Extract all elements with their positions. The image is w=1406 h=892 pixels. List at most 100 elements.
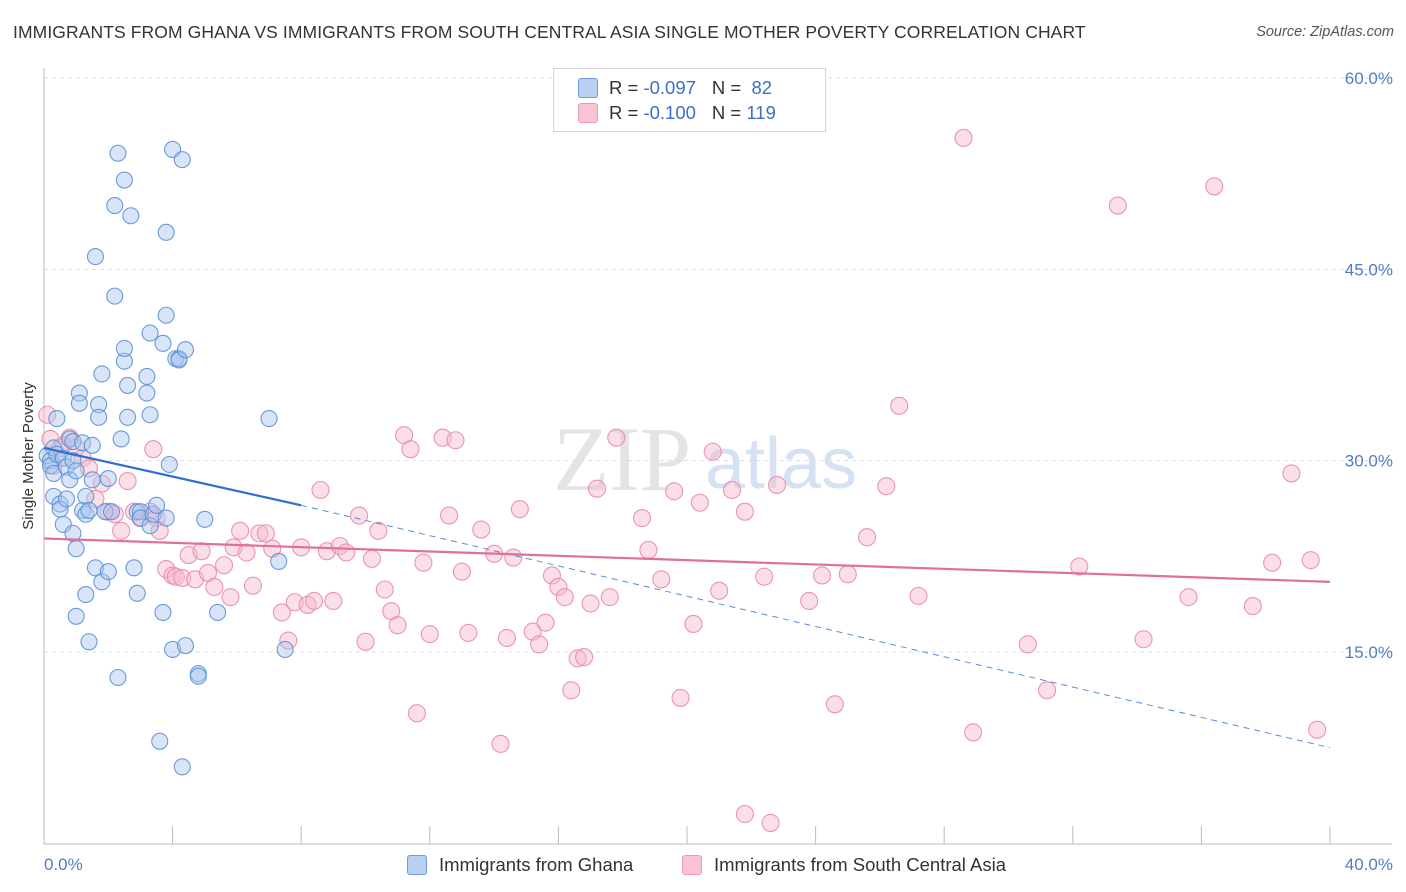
data-point-ghana (83, 436, 101, 454)
data-point-ghana (138, 384, 156, 402)
data-point-sca (632, 509, 652, 528)
legend-r-value: -0.097 (643, 77, 696, 98)
chart-title: IMMIGRANTS FROM GHANA VS IMMIGRANTS FROM… (13, 22, 1086, 42)
data-point-ghana (80, 501, 98, 519)
data-point-sca (305, 591, 324, 611)
data-point-sca (407, 704, 426, 723)
data-point-ghana (90, 395, 108, 414)
data-point-sca (157, 560, 176, 579)
data-point-ghana (128, 584, 146, 602)
data-point-sca (279, 631, 298, 650)
data-point-sca (964, 723, 983, 742)
data-point-sca (375, 580, 394, 599)
bottom-legend-label-ghana: Immigrants from Ghana (439, 854, 634, 875)
data-point-ghana (157, 306, 175, 324)
data-point-sca (735, 502, 754, 521)
series-south-central-asia (38, 128, 1327, 832)
data-point-ghana (157, 223, 175, 241)
data-point-ghana (131, 503, 149, 521)
data-point-sca (542, 566, 562, 585)
data-point-ghana (173, 758, 191, 776)
data-point-sca (166, 567, 185, 586)
data-point-sca (144, 440, 163, 459)
data-point-sca (350, 506, 369, 525)
data-point-ghana (99, 563, 117, 581)
data-point-sca (1179, 588, 1198, 607)
bottom-legend-swatch-sca (682, 855, 702, 875)
data-point-sca (607, 428, 626, 447)
data-point-sca (909, 586, 928, 605)
data-point-ghana (93, 365, 111, 383)
data-point-sca (890, 396, 909, 415)
data-point-sca (735, 804, 754, 824)
legend-row-sca: R = -0.100 N = 119 (578, 101, 776, 125)
data-point-ghana (115, 352, 133, 370)
data-point-sca (173, 568, 192, 588)
data-point-sca (1108, 196, 1127, 215)
data-point-sca (79, 459, 99, 478)
data-point-sca (324, 591, 343, 611)
data-point-ghana (109, 668, 127, 687)
data-point-ghana (141, 406, 159, 424)
data-point-ghana (57, 458, 76, 476)
data-point-sca (446, 431, 465, 450)
data-point-sca (755, 567, 774, 586)
data-point-ghana (86, 248, 104, 266)
data-point-ghana (189, 667, 207, 685)
data-point-ghana (164, 640, 182, 658)
data-point-sca (568, 649, 587, 668)
data-point-sca (562, 681, 581, 700)
data-point-ghana (93, 573, 111, 591)
legend-r-value: -0.100 (643, 102, 696, 123)
legend-r-label: R = (609, 102, 639, 123)
data-point-sca (825, 695, 844, 714)
data-point-ghana (176, 341, 195, 359)
data-point-sca (1243, 597, 1262, 616)
data-point-sca (703, 442, 722, 461)
bottom-legend-label-sca: Immigrants from South Central Asia (714, 854, 1006, 875)
data-point-sca (690, 493, 709, 512)
data-point-ghana (64, 452, 82, 470)
data-point-sca (710, 581, 729, 600)
watermark: ZIP atlas (553, 408, 857, 510)
data-point-sca (1263, 553, 1282, 572)
data-point-sca (767, 475, 787, 494)
data-point-ghana (115, 339, 133, 357)
data-point-ghana (41, 452, 59, 470)
data-point-sca (330, 537, 349, 556)
data-point-sca (1070, 557, 1089, 576)
data-point-sca (243, 576, 263, 595)
data-point-sca (1205, 177, 1224, 196)
data-point-ghana (115, 171, 133, 189)
data-point-ghana (154, 334, 172, 352)
trend-lines (43, 446, 1331, 749)
data-point-ghana (83, 471, 101, 489)
data-point-sca (555, 588, 574, 607)
data-point-sca (221, 588, 240, 607)
data-point-ghana (67, 607, 85, 625)
data-point-ghana (77, 487, 95, 505)
data-point-ghana (119, 408, 137, 426)
data-point-ghana (74, 434, 92, 452)
x-tick-labels: 0.0% 40.0% (44, 855, 1393, 874)
legend-n-value: 82 (751, 77, 773, 98)
y-tick-label: 45.0% (1345, 260, 1393, 279)
data-point-ghana (138, 367, 156, 386)
legend-n-label: N = (711, 102, 742, 123)
data-point-ghana (125, 559, 143, 577)
data-point-sca (388, 616, 407, 635)
data-point-sca (214, 556, 234, 575)
y-axis-label: Single Mother Poverty (20, 382, 37, 530)
data-point-ghana (109, 144, 127, 162)
data-point-sca (761, 813, 780, 832)
data-point-ghana (102, 503, 121, 521)
data-point-ghana (196, 510, 214, 528)
data-point-ghana (86, 559, 104, 577)
data-point-ghana (276, 640, 294, 658)
legend-n-value: 119 (746, 102, 776, 123)
data-point-sca (256, 524, 275, 543)
data-point-ghana (147, 496, 166, 514)
data-point-sca (401, 440, 420, 459)
watermark-atlas: atlas (705, 424, 857, 504)
